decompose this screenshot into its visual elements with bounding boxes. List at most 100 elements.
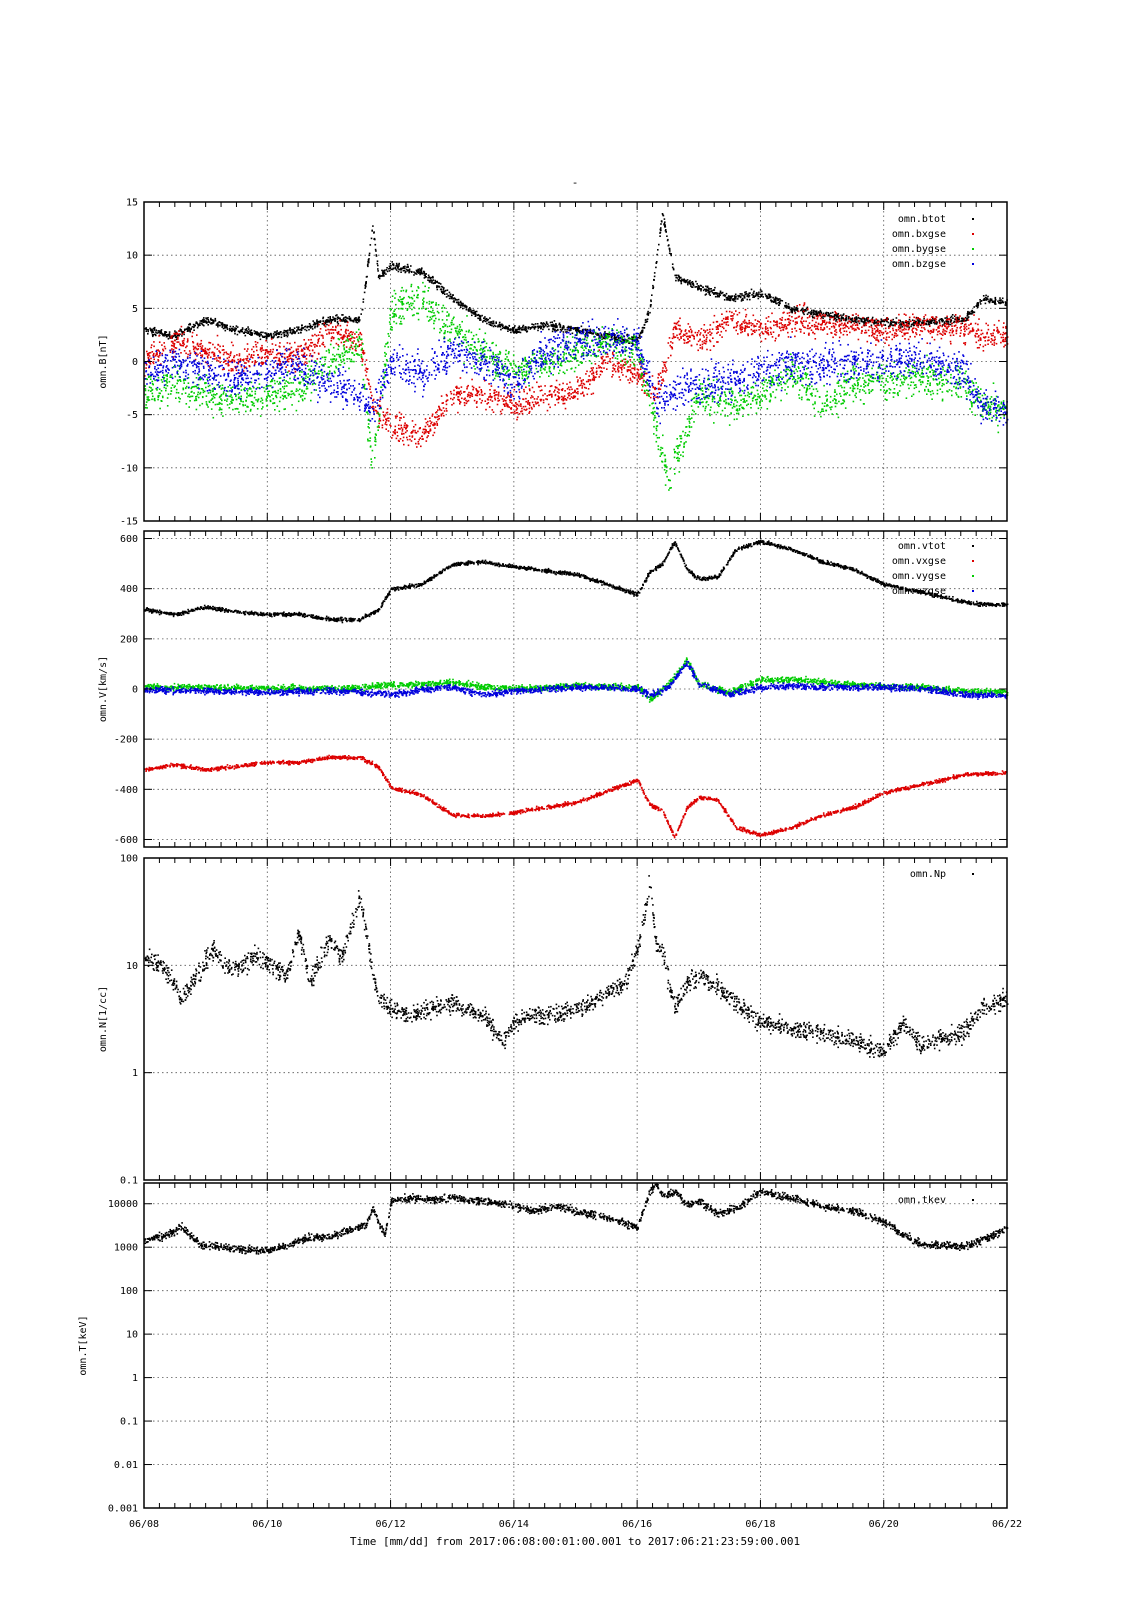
data-point <box>301 324 303 326</box>
data-point <box>175 335 178 338</box>
data-point <box>540 398 543 401</box>
data-point <box>437 282 440 284</box>
data-point <box>518 413 521 415</box>
panels: 151050-5-10-15omn.B[nT]omn.btotomn.bxgse… <box>78 198 1009 1515</box>
data-point <box>420 269 423 271</box>
data-point <box>422 438 424 440</box>
data-point <box>459 390 462 392</box>
data-point <box>229 325 232 328</box>
data-point <box>794 327 796 330</box>
data-point <box>521 407 523 410</box>
data-point <box>211 388 214 390</box>
data-point <box>486 322 488 325</box>
data-point <box>705 338 708 341</box>
data-point <box>501 325 504 328</box>
data-point <box>924 314 927 316</box>
data-point <box>238 353 241 355</box>
data-point <box>709 294 711 296</box>
data-point <box>470 310 473 313</box>
data-point <box>156 332 158 334</box>
data-point <box>394 429 396 432</box>
data-point <box>730 318 732 320</box>
data-point <box>195 377 198 379</box>
data-point <box>525 386 527 388</box>
data-point <box>562 402 564 405</box>
data-point <box>788 323 791 325</box>
data-point <box>183 333 185 336</box>
data-point <box>261 344 263 347</box>
data-point <box>748 319 750 322</box>
data-point <box>878 332 881 334</box>
data-point <box>993 324 996 326</box>
data-point <box>503 327 506 329</box>
data-point <box>279 361 282 363</box>
data-point <box>755 329 758 332</box>
data-point <box>581 385 584 387</box>
data-point <box>825 322 827 325</box>
data-point <box>808 311 810 314</box>
data-point <box>885 318 888 320</box>
data-point <box>149 378 152 380</box>
data-point <box>200 354 202 357</box>
data-point <box>592 332 595 334</box>
data-point <box>473 399 476 402</box>
data-point <box>750 328 753 331</box>
data-point <box>246 355 249 358</box>
data-point <box>661 371 664 373</box>
data-point <box>151 388 154 391</box>
data-point <box>855 316 858 318</box>
data-point <box>516 331 519 333</box>
data-point <box>324 325 326 327</box>
data-point <box>147 330 149 333</box>
data-point <box>191 331 194 334</box>
data-point <box>761 332 764 335</box>
data-point <box>208 354 210 356</box>
data-point <box>193 399 196 402</box>
data-point <box>458 391 461 393</box>
data-point <box>744 308 747 311</box>
data-point <box>316 345 318 347</box>
data-point <box>697 285 700 287</box>
data-point <box>427 435 429 437</box>
data-point <box>431 415 434 417</box>
data-point <box>457 396 459 398</box>
data-point <box>974 335 977 338</box>
data-point <box>923 317 925 320</box>
data-point <box>935 318 937 321</box>
data-point <box>189 352 192 354</box>
data-point <box>433 431 436 434</box>
data-point <box>994 300 996 303</box>
data-point <box>931 336 933 339</box>
data-point <box>540 322 542 325</box>
data-point <box>709 333 711 336</box>
data-point <box>283 335 286 337</box>
data-point <box>828 312 830 315</box>
data-point <box>768 295 770 297</box>
data-point <box>784 324 786 326</box>
data-point <box>391 437 393 439</box>
data-point <box>732 317 734 320</box>
data-point <box>279 346 281 348</box>
data-point <box>457 302 460 305</box>
data-point <box>511 402 513 404</box>
data-point <box>309 327 312 329</box>
data-point <box>602 362 604 365</box>
data-point <box>410 265 412 267</box>
data-point <box>403 267 406 270</box>
data-point <box>385 423 388 426</box>
data-point <box>219 402 222 405</box>
data-point <box>745 326 747 328</box>
data-point <box>576 381 579 383</box>
data-point <box>322 316 325 319</box>
data-point <box>615 336 617 339</box>
data-point <box>304 328 306 331</box>
data-point <box>696 283 698 285</box>
data-point <box>406 424 408 427</box>
data-point <box>332 318 335 321</box>
data-point <box>411 420 414 422</box>
data-point <box>493 395 496 397</box>
data-point <box>291 328 293 331</box>
data-point <box>601 371 603 373</box>
data-point <box>165 380 167 382</box>
